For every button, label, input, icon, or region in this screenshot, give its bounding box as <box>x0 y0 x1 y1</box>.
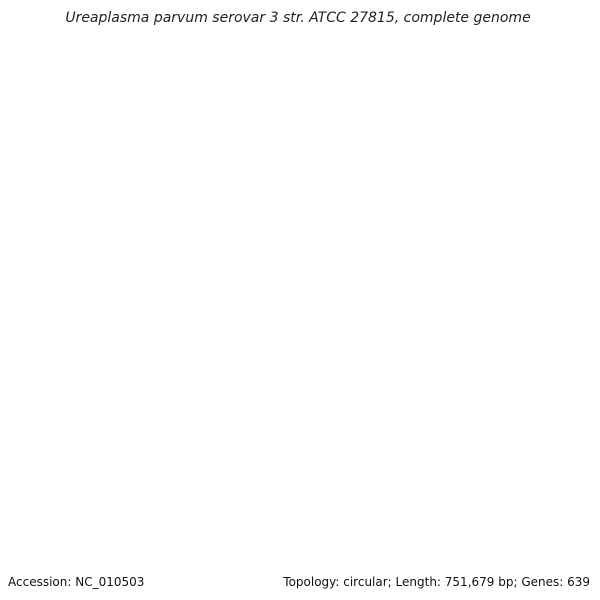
title-backdrop <box>0 0 600 30</box>
genome-title: Ureaplasma parvum serovar 3 str. ATCC 27… <box>65 10 530 26</box>
accession-text: Accession: NC_010503 <box>8 575 144 589</box>
topology-text: Topology: circular; Length: 751,679 bp; … <box>282 575 590 589</box>
